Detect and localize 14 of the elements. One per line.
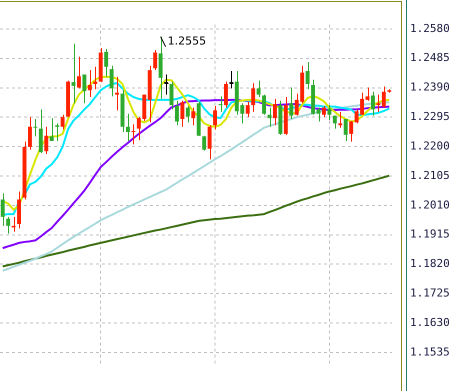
y-tick-label: 1.2390	[410, 80, 450, 94]
y-tick-label: 1.1630	[410, 316, 450, 329]
y-tick-label: 1.2105	[410, 168, 450, 182]
y-tick-label: 1.1820	[410, 257, 450, 270]
y-tick-label: 1.1535	[410, 345, 450, 358]
y-tick-label: 1.2580	[410, 22, 450, 35]
y-tick-label: 1.1915	[410, 228, 450, 241]
y-tick-label: 1.2295	[410, 110, 450, 124]
y-tick-label: 1.2010	[410, 198, 450, 212]
y-tick-label: 1.2485	[410, 51, 450, 64]
candlestick	[55, 122, 60, 142]
annotation: 1.2555	[168, 34, 206, 48]
y-tick-label: 1.2200	[410, 139, 450, 152]
y-tick-label: 1.1725	[410, 286, 450, 300]
